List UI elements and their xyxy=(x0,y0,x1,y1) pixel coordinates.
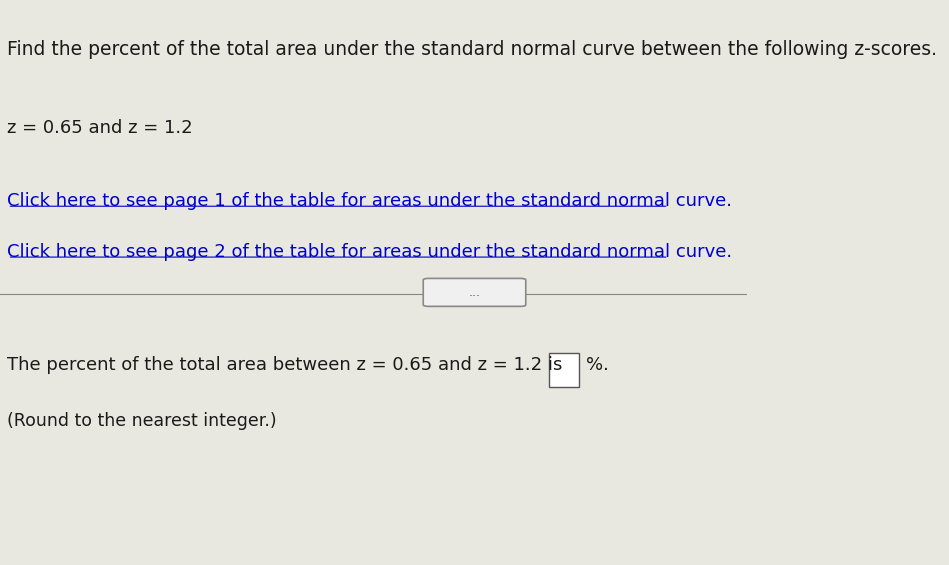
FancyBboxPatch shape xyxy=(549,353,579,387)
Text: Find the percent of the total area under the standard normal curve between the f: Find the percent of the total area under… xyxy=(8,40,938,59)
FancyBboxPatch shape xyxy=(423,279,526,306)
Text: z = 0.65 and z = 1.2: z = 0.65 and z = 1.2 xyxy=(8,119,193,137)
Text: Click here to see page 1 of the table for areas under the standard normal curve.: Click here to see page 1 of the table fo… xyxy=(8,192,733,210)
Text: %.: %. xyxy=(586,356,609,374)
Text: ...: ... xyxy=(469,286,480,299)
Text: (Round to the nearest integer.): (Round to the nearest integer.) xyxy=(8,412,277,431)
Text: Click here to see page 2 of the table for areas under the standard normal curve.: Click here to see page 2 of the table fo… xyxy=(8,243,733,261)
Text: The percent of the total area between z = 0.65 and z = 1.2 is: The percent of the total area between z … xyxy=(8,356,563,374)
